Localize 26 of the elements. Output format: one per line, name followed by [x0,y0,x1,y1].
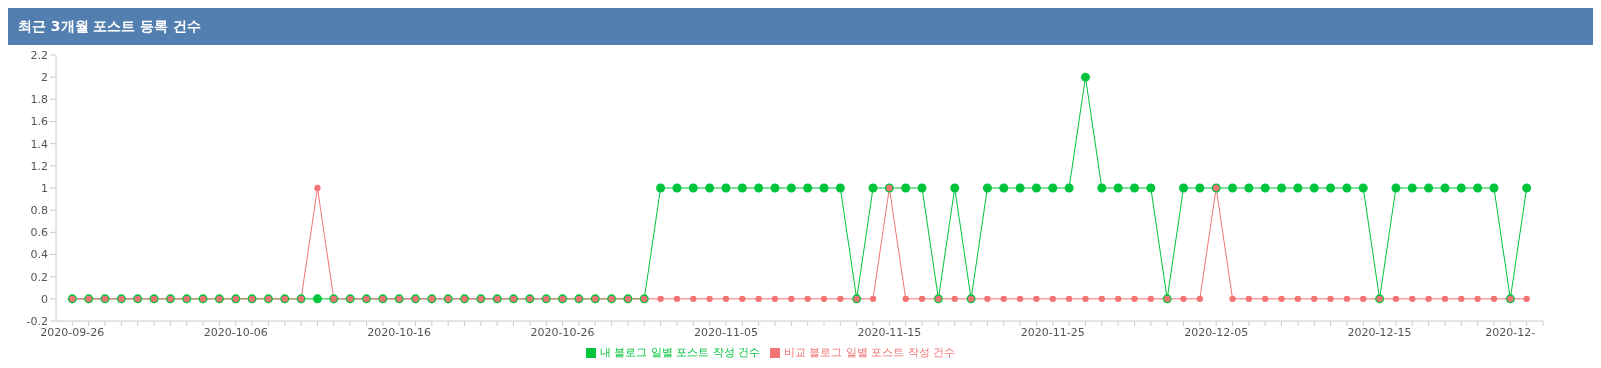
y-tick-label: 1.2 [30,159,48,173]
legend-label: 내 블로그 일별 포스트 작성 건수 [599,346,760,359]
y-tick-label: 0.2 [30,270,48,284]
y-tick-label: 1.4 [30,137,48,151]
y-tick-label: 1.6 [30,115,48,129]
y-tick-label: 0 [41,292,48,306]
y-tick-label: -0.2 [26,314,48,328]
legend-label: 비교 블로그 일별 포스트 작성 건수 [784,346,956,359]
y-tick-label: 0.8 [30,204,48,218]
x-tick-label: 2020-09-26 [40,325,105,339]
y-tick-label: 2.2 [30,48,48,62]
y-tick-label: 1.8 [30,93,48,107]
x-tick-label: 2020-11-15 [857,325,922,339]
chart-title: 최근 3개월 포스트 등록 건수 [8,8,1593,45]
x-tick-label: 2020-11-05 [694,325,758,339]
y-tick-label: 1 [41,181,48,195]
x-tick-label: 2020-10-16 [367,325,432,339]
y-tick-label: 0.6 [30,226,48,240]
x-tick-label: 2020-11-25 [1020,325,1085,339]
x-tick-label: 2020-12-05 [1184,325,1249,339]
x-tick-label: 2020-10-06 [203,325,268,339]
y-tick-label: 0.4 [30,248,48,262]
y-tick-label: 2 [41,71,48,85]
x-tick-label: 2020-12-15 [1347,325,1412,339]
x-tick-label: 2020-10-26 [530,325,595,339]
x-tick-label: 2020-12- [1485,325,1536,339]
